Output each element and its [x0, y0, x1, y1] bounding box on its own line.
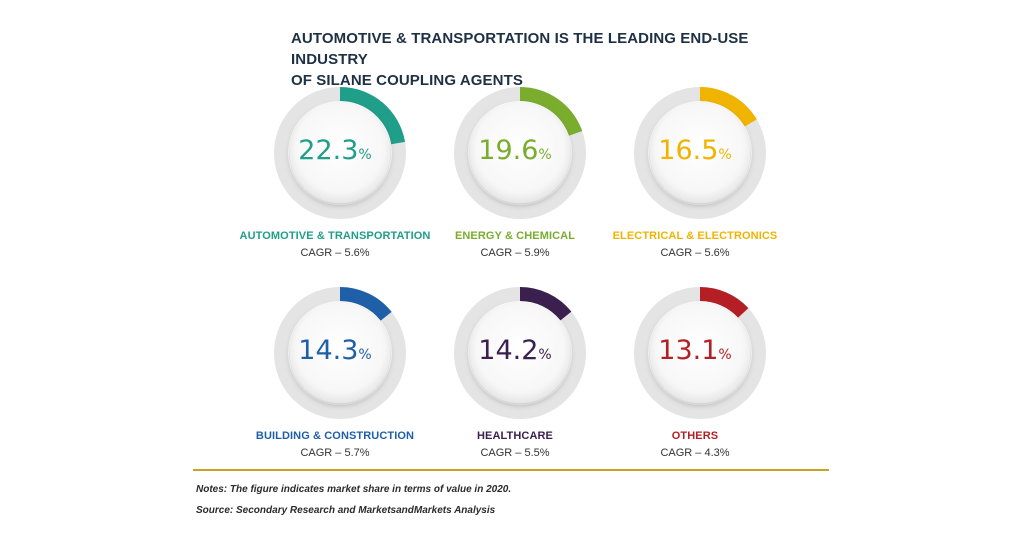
- share-number: 14.2: [478, 335, 539, 366]
- segment-cagr: CAGR – 5.5%: [480, 447, 550, 459]
- share-percent-sign: %: [538, 147, 552, 163]
- donut-chart: [274, 87, 406, 219]
- share-value: 22.3%: [205, 135, 465, 166]
- share-percent-sign: %: [718, 347, 732, 363]
- segment-cagr: CAGR – 5.9%: [480, 247, 550, 259]
- share-percent-sign: %: [718, 147, 732, 163]
- donut-slice: [340, 87, 406, 145]
- segment-cagr: CAGR – 5.6%: [660, 247, 730, 259]
- donut-slice: [520, 287, 572, 321]
- segment-label: ELECTRICAL & ELECTRONICS: [612, 230, 778, 242]
- donut-slice: [700, 87, 757, 127]
- share-percent-sign: %: [358, 347, 372, 363]
- share-number: 14.3: [298, 335, 359, 366]
- donut-chart: [454, 287, 586, 419]
- donut-card: 13.1% OTHERS CAGR – 4.3%: [565, 283, 825, 483]
- segment-label: BUILDING & CONSTRUCTION: [255, 430, 415, 442]
- donut-chart: [274, 287, 406, 419]
- share-percent-sign: %: [358, 147, 372, 163]
- donut-center: [470, 103, 570, 203]
- donut-center: [290, 103, 390, 203]
- donut-center: [470, 303, 570, 403]
- notes-text: Notes: The figure indicates market share…: [196, 484, 512, 495]
- share-value: 14.3%: [205, 335, 465, 366]
- donut-chart: [454, 87, 586, 219]
- donut-center: [650, 103, 750, 203]
- donut-slice: [700, 287, 749, 318]
- chart-title-line-2: OF SILANE COUPLING AGENTS: [291, 72, 523, 89]
- donut-chart: [634, 287, 766, 419]
- share-value: 19.6%: [385, 135, 645, 166]
- segment-cagr: CAGR – 5.6%: [300, 247, 370, 259]
- donut-card: 19.6% ENERGY & CHEMICAL CAGR – 5.9%: [385, 83, 645, 283]
- share-number: 19.6: [478, 135, 539, 166]
- source-text: Source: Secondary Research and Marketsan…: [196, 505, 496, 516]
- donut-slice: [340, 287, 392, 321]
- share-percent-sign: %: [538, 347, 552, 363]
- chart-title-line-1: AUTOMOTIVE & TRANSPORTATION IS THE LEADI…: [291, 30, 749, 68]
- donut-card: 16.5% ELECTRICAL & ELECTRONICS CAGR – 5.6%: [565, 83, 825, 283]
- donut-card: 14.3% BUILDING & CONSTRUCTION CAGR – 5.7%: [205, 283, 465, 483]
- donut-card: 14.2% HEALTHCARE CAGR – 5.5%: [385, 283, 645, 483]
- donut-chart: [634, 87, 766, 219]
- donut-card: 22.3% AUTOMOTIVE & TRANSPORTATION CAGR – 5…: [205, 83, 465, 283]
- share-number: 13.1: [658, 335, 719, 366]
- chart-title: AUTOMOTIVE & TRANSPORTATION IS THE LEADI…: [291, 28, 811, 91]
- share-value: 16.5%: [565, 135, 825, 166]
- segment-label: OTHERS: [671, 430, 719, 442]
- donut-center: [650, 303, 750, 403]
- segment-label: ENERGY & CHEMICAL: [454, 230, 576, 242]
- segment-cagr: CAGR – 5.7%: [300, 447, 370, 459]
- notes-divider: [193, 469, 829, 471]
- segment-label: AUTOMOTIVE & TRANSPORTATION: [239, 230, 431, 242]
- donut-center: [290, 303, 390, 403]
- segment-cagr: CAGR – 4.3%: [660, 447, 730, 459]
- segment-label: HEALTHCARE: [477, 430, 553, 442]
- donut-slice: [520, 87, 583, 136]
- share-value: 13.1%: [565, 335, 825, 366]
- share-number: 22.3: [298, 135, 359, 166]
- share-number: 16.5: [658, 135, 719, 166]
- share-value: 14.2%: [385, 335, 645, 366]
